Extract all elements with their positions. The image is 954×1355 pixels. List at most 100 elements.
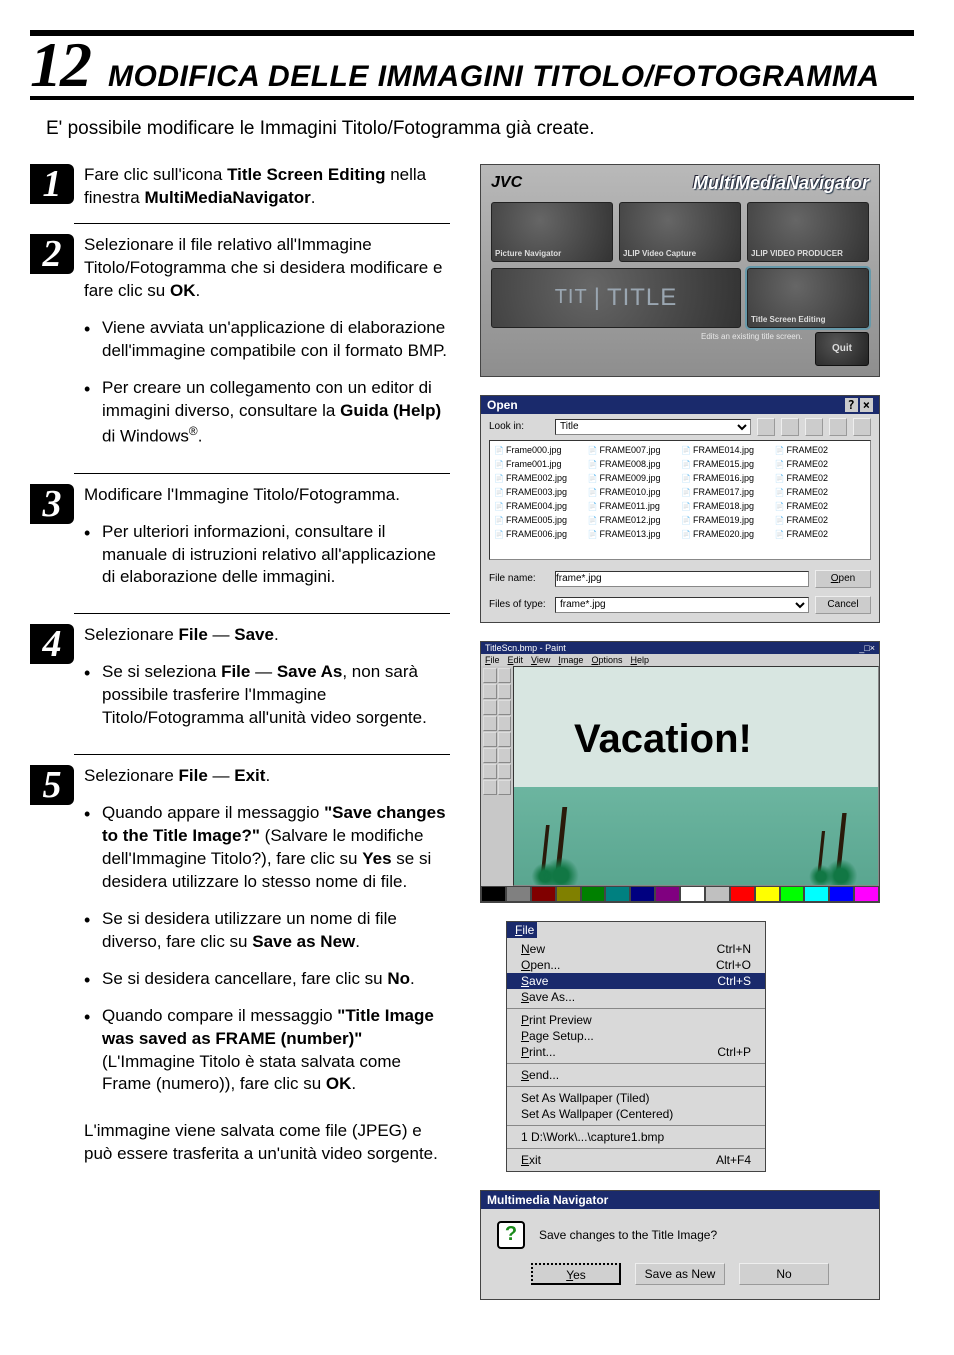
step-bullet: Se si desidera utilizzare un nome di fil… [84,908,450,954]
file-item[interactable]: FRAME010.jpg [588,487,680,501]
up-icon[interactable] [757,418,775,436]
palette-color[interactable] [581,886,606,902]
file-item[interactable]: FRAME007.jpg [588,445,680,459]
files-of-type-label: Files of type: [489,599,549,610]
jlip-video-producer-tile[interactable]: JLIP VIDEO PRODUCER [747,202,869,262]
paint-title: TitleScn.bmp - Paint [485,643,566,653]
file-item[interactable]: FRAME009.jpg [588,473,680,487]
new-folder-icon[interactable] [805,418,823,436]
palette-color[interactable] [780,886,805,902]
palette-color[interactable] [605,886,630,902]
save-as-new-button[interactable]: Save as New [635,1263,725,1285]
step-bullet: Quando compare il messaggio "Title Image… [84,1005,450,1097]
file-item[interactable]: FRAME020.jpg [681,529,773,543]
file-item[interactable]: FRAME02 [775,473,867,487]
file-item[interactable]: FRAME014.jpg [681,445,773,459]
step-bullet: Se si desidera cancellare, fare clic su … [84,968,450,991]
file-item[interactable]: FRAME004.jpg [494,501,586,515]
jlip-video-capture-tile[interactable]: JLIP Video Capture [619,202,741,262]
menu-item[interactable]: Set As Wallpaper (Centered) [507,1106,765,1122]
file-item[interactable]: FRAME002.jpg [494,473,586,487]
help-icon[interactable]: ? [845,398,858,412]
menu-item[interactable]: Print...Ctrl+P [507,1044,765,1060]
no-button[interactable]: No [739,1263,829,1285]
step-text: Selezionare File — Save. [84,624,450,647]
files-of-type-select[interactable]: frame*.jpg [555,597,809,613]
file-menu-header[interactable]: File [507,922,537,938]
menu-item[interactable]: Image [558,655,583,665]
file-item[interactable]: FRAME02 [775,487,867,501]
file-item[interactable]: Frame001.jpg [494,459,586,473]
menu-item[interactable]: Print Preview [507,1012,765,1028]
file-item[interactable]: FRAME018.jpg [681,501,773,515]
file-item[interactable]: FRAME003.jpg [494,487,586,501]
menu-item[interactable]: View [531,655,550,665]
menu-item[interactable]: SaveCtrl+S [507,973,765,989]
file-item[interactable]: FRAME019.jpg [681,515,773,529]
dialog-message: Save changes to the Title Image? [539,1228,717,1242]
menu-item[interactable]: File [485,655,500,665]
picture-navigator-tile[interactable]: Picture Navigator [491,202,613,262]
desktop-icon[interactable] [781,418,799,436]
menu-item[interactable]: Send... [507,1067,765,1083]
palette-color[interactable] [630,886,655,902]
palette-color[interactable] [655,886,680,902]
paint-toolbox[interactable] [481,666,513,886]
file-item[interactable]: FRAME006.jpg [494,529,586,543]
file-item[interactable]: Frame000.jpg [494,445,586,459]
file-list[interactable]: Frame000.jpgFRAME007.jpgFRAME014.jpgFRAM… [489,440,871,560]
step-divider [74,613,450,614]
palette-color[interactable] [531,886,556,902]
palette-color[interactable] [705,886,730,902]
close-icon[interactable]: × [860,398,873,412]
paint-menubar[interactable]: File Edit View Image Options Help [481,654,879,666]
title-screen-editing-tile[interactable]: Title Screen Editing [747,268,869,328]
palette-color[interactable] [755,886,780,902]
file-item[interactable]: FRAME013.jpg [588,529,680,543]
list-view-icon[interactable] [829,418,847,436]
close-icon[interactable]: × [870,643,875,653]
menu-item[interactable]: Options [591,655,622,665]
palette-color[interactable] [829,886,854,902]
cancel-button[interactable]: Cancel [815,596,871,614]
file-item[interactable]: FRAME011.jpg [588,501,680,515]
menu-item[interactable]: Page Setup... [507,1028,765,1044]
file-item[interactable]: FRAME005.jpg [494,515,586,529]
menu-item[interactable]: ExitAlt+F4 [507,1152,765,1168]
menu-item[interactable]: Set As Wallpaper (Tiled) [507,1090,765,1106]
paint-palette[interactable] [481,886,879,902]
menu-item[interactable]: NewCtrl+N [507,941,765,957]
file-item[interactable]: FRAME012.jpg [588,515,680,529]
menu-item[interactable]: Help [630,655,649,665]
file-item[interactable]: FRAME008.jpg [588,459,680,473]
menu-item[interactable]: Edit [508,655,524,665]
menu-item[interactable]: Open...Ctrl+O [507,957,765,973]
details-view-icon[interactable] [853,418,871,436]
file-item[interactable]: FRAME02 [775,529,867,543]
step-text: Selezionare il file relativo all'Immagin… [84,234,450,303]
palette-color[interactable] [804,886,829,902]
file-menu: File NewCtrl+NOpen...Ctrl+OSaveCtrl+SSav… [506,921,766,1172]
file-item[interactable]: FRAME02 [775,459,867,473]
open-button[interactable]: OOpenpen [815,570,871,588]
file-item[interactable]: FRAME02 [775,515,867,529]
look-in-select[interactable]: Title [555,419,751,435]
file-item[interactable]: FRAME015.jpg [681,459,773,473]
menu-item[interactable]: Save As... [507,989,765,1005]
palette-color[interactable] [680,886,705,902]
file-item[interactable]: FRAME016.jpg [681,473,773,487]
quit-button[interactable]: Quit [815,332,869,366]
palette-color[interactable] [854,886,879,902]
palette-color[interactable] [730,886,755,902]
title-tile[interactable]: TIT|TITLE [491,268,741,328]
paint-canvas[interactable]: Vacation! [513,666,879,886]
file-name-input[interactable] [555,571,809,587]
file-item[interactable]: FRAME02 [775,445,867,459]
menu-item[interactable]: 1 D:\Work\...\capture1.bmp [507,1129,765,1145]
file-item[interactable]: FRAME02 [775,501,867,515]
file-item[interactable]: FRAME017.jpg [681,487,773,501]
palette-color[interactable] [506,886,531,902]
palette-color[interactable] [481,886,506,902]
yes-button[interactable]: Yes [531,1263,621,1285]
palette-color[interactable] [556,886,581,902]
